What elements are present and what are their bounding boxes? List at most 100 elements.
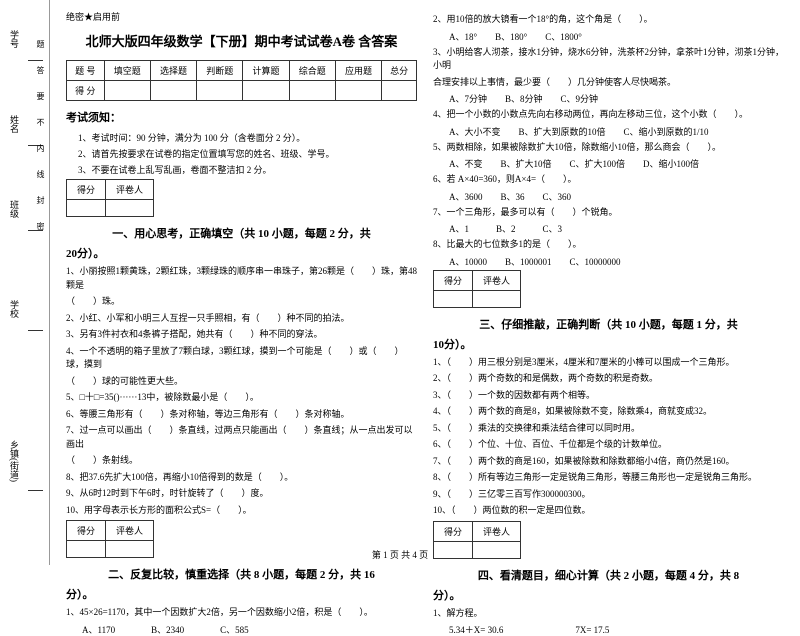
mc[interactable] [473,290,521,307]
td[interactable] [335,81,381,101]
exam-page: 学号 姓名 班级 学校 乡镇(街道) 题 答 要 不 内 线 封 密 绝密★启用… [0,0,800,565]
label-class: 班级 [8,200,21,218]
q2-7-opts: A、1 B、2 C、3 [449,222,784,235]
section-1-cont: 20分）。 [66,245,417,261]
q3-3: 3、（ ）一个数的因数都有两个相等。 [433,389,784,403]
q2-4: 4、把一个小数的小数点先向右移动两位，再向左移动三位，这个小数（ ）。 [433,108,784,122]
label-school: 学校 [8,300,21,318]
mh: 得分 [434,270,473,290]
q1-7: 7、过一点可以画出（ ）条直线，过两点只能画出（ ）条直线；从一点出发可以画出 [66,424,417,451]
q1-8: 8、把37.6先扩大100倍，再缩小10倍得到的数是（ ）。 [66,471,417,485]
td[interactable] [150,81,196,101]
label-studentid: 学号 [8,30,21,48]
td[interactable] [197,81,243,101]
q3-7: 7、（ ）两个数的商是160，如果被除数和除数都缩小4倍，商仍然是160。 [433,455,784,469]
q2-3-opts: A、7分钟 B、8分钟 C、9分钟 [449,92,784,105]
label-name: 姓名 [8,115,21,133]
q4-1a: 5.34＋X= 30.6 7X= 17.5 [449,623,784,636]
mark-table-3: 得分评卷人 [433,270,521,308]
th: 总分 [382,61,417,81]
line [28,490,43,491]
th: 综合题 [289,61,335,81]
q2-3b: 合理安排以上事情，最少要（ ）几分钟使客人尽快喝茶。 [433,76,784,90]
mc[interactable] [67,200,106,217]
right-column: 2、用10倍的放大镜看一个18°的角，这个角是（ ）。 A、18° B、180°… [425,10,792,555]
section-3-cont: 10分）。 [433,336,784,352]
notice-title: 考试须知： [66,109,417,125]
mh: 评卷人 [473,270,521,290]
q2-6-opts: A、3600 B、36 C、360 [449,190,784,203]
page-footer: 第 1 页 共 4 页 [0,548,800,561]
q2-2: 2、用10倍的放大镜看一个18°的角，这个角是（ ）。 [433,13,784,27]
q3-10: 10、（ ）两位数的积一定是四位数。 [433,504,784,518]
th: 应用题 [335,61,381,81]
q2-2-opts: A、18° B、180° C、1800° [449,30,784,43]
exam-title: 北师大版四年级数学【下册】期中考试试卷A卷 含答案 [66,31,417,50]
q3-2: 2、（ ）两个奇数的和是偶数，两个奇数的积是奇数。 [433,372,784,386]
mh: 评卷人 [106,180,154,200]
notice-item: 3、不要在试卷上乱写乱画，卷面不整洁扣 2 分。 [66,163,417,176]
content-area: 绝密★启用前 北师大版四年级数学【下册】期中考试试卷A卷 含答案 题 号 填空题… [50,0,800,565]
td[interactable] [382,81,417,101]
q1-7b: （ ）条射线。 [66,454,417,468]
q2-5-opts: A、不变 B、扩大10倍 C、扩大100倍 D、缩小100倍 [449,157,784,170]
mh: 得分 [67,521,106,541]
q1-6: 6、等腰三角形有（ ）条对称轴，等边三角形有（ ）条对称轴。 [66,408,417,422]
section-4-title: 四、看清题目，细心计算（共 2 小题，每题 4 分，共 8 [433,567,784,583]
th: 填空题 [104,61,150,81]
q1-4: 4、一个不透明的箱子里放了7颗白球，3颗红球，摸到一个可能是（ ）或（ ）球，摸… [66,345,417,372]
secret-label: 绝密★启用前 [66,10,417,23]
q2-8-opts: A、10000 B、1000001 C、10000000 [449,255,784,268]
label-town: 乡镇(街道) [8,440,21,482]
q1-5: 5、□十□=35()······13中，被除数最小是（ ）。 [66,391,417,405]
td[interactable] [289,81,335,101]
q2-3: 3、小明给客人沏茶，接水1分钟，烧水6分钟，洗茶杯2分钟，拿茶叶1分钟，沏茶1分… [433,46,784,73]
th: 选择题 [150,61,196,81]
q3-8: 8、（ ）所有等边三角形一定是锐角三角形，等腰三角形也一定是锐角三角形。 [433,471,784,485]
left-column: 绝密★启用前 北师大版四年级数学【下册】期中考试试卷A卷 含答案 题 号 填空题… [58,10,425,555]
q2-1-opts: A、1170 B、2340 C、585 [82,623,417,636]
mh: 得分 [67,180,106,200]
mark-table-1: 得分评卷人 [66,179,154,217]
th: 计算题 [243,61,289,81]
td[interactable] [243,81,289,101]
q1-2: 2、小红、小军和小明三人互捏一只手照相，有（ ）种不同的拍法。 [66,312,417,326]
section-1-title: 一、用心思考，正确填空（共 10 小题，每题 2 分，共 [66,225,417,241]
score-header-row: 题 号 填空题 选择题 判断题 计算题 综合题 应用题 总分 [67,61,417,81]
q2-7: 7、一个三角形，最多可以有（ ）个锐角。 [433,206,784,220]
score-value-row: 得 分 [67,81,417,101]
score-table: 题 号 填空题 选择题 判断题 计算题 综合题 应用题 总分 得 分 [66,60,417,101]
q2-6: 6、若 A×40=360，则A×4=（ ）。 [433,173,784,187]
q1-3: 3、另有3件衬衣和4条裤子搭配，她共有（ ）种不同的穿法。 [66,328,417,342]
mh: 评卷人 [106,521,154,541]
q2-1: 1、45×26=1170，其中一个因数扩大2倍，另一个因数缩小2倍，积是（ ）。 [66,606,417,620]
section-4-cont: 分）。 [433,587,784,603]
q3-6: 6、（ ）个位、十位、百位、千位都是个级的计数单位。 [433,438,784,452]
q1-10: 10、用字母表示长方形的面积公式S=（ ）。 [66,504,417,518]
th: 题 号 [67,61,105,81]
th: 判断题 [197,61,243,81]
notice-item: 2、请首先按要求在试卷的指定位置填写您的姓名、班级、学号。 [66,147,417,160]
td[interactable] [104,81,150,101]
q1-9: 9、从6时12时到下午6时，时针旋转了（ ）度。 [66,487,417,501]
q4-1: 1、解方程。 [433,607,784,621]
mc[interactable] [434,290,473,307]
q2-8: 8、比最大的七位数多1的是（ ）。 [433,238,784,252]
q3-1: 1、（ ）用三根分别是3厘米，4厘米和7厘米的小棒可以围成一个三角形。 [433,356,784,370]
mc[interactable] [106,200,154,217]
q1-4b: （ ）球的可能性更大些。 [66,375,417,389]
section-2-cont: 分）。 [66,586,417,602]
q1-1b: （ ）珠。 [66,295,417,309]
mh: 得分 [434,521,473,541]
td: 得 分 [67,81,105,101]
q3-5: 5、（ ）乘法的交换律和乘法结合律可以同时用。 [433,422,784,436]
mh: 评卷人 [473,521,521,541]
q3-9: 9、（ ）三亿零三百写作300000300。 [433,488,784,502]
notice-item: 1、考试时间：90 分钟，满分为 100 分（含卷面分 2 分）。 [66,131,417,144]
q2-5: 5、两数相除，如果被除数扩大10倍，除数缩小10倍，那么商会（ ）。 [433,141,784,155]
seal-line-text: 题 答 要 不 内 线 封 密 [35,40,46,238]
line [28,330,43,331]
section-3-title: 三、仔细推敲，正确判断（共 10 小题，每题 1 分，共 [433,316,784,332]
q1-1: 1、小丽按照1颗黄珠，2颗红珠，3颗绿珠的顺序串一串珠子，第26颗是（ ）珠，第… [66,265,417,292]
q3-4: 4、（ ）两个数的商是8，如果被除数不变，除数乘4，商就变成32。 [433,405,784,419]
